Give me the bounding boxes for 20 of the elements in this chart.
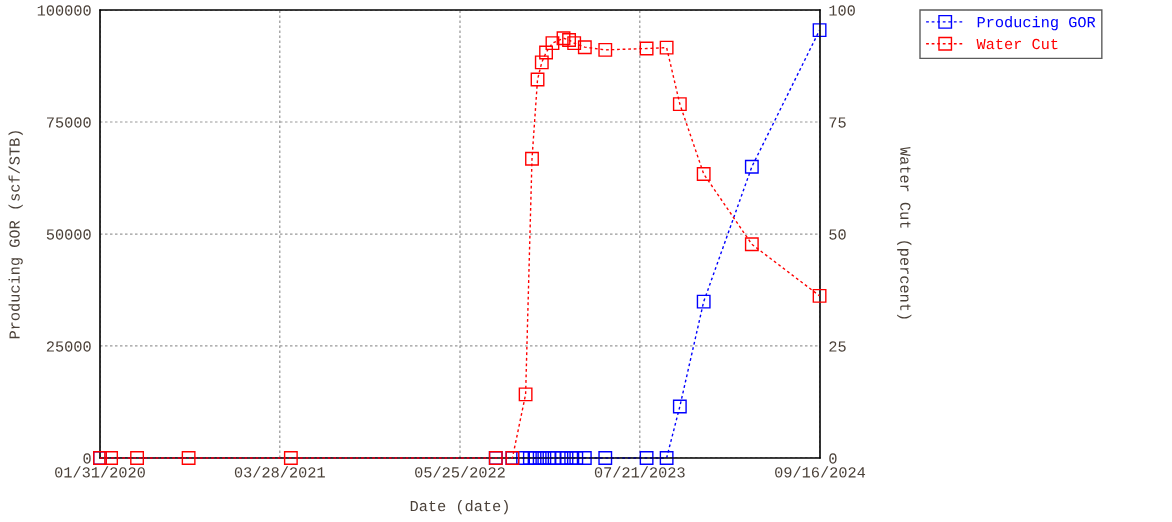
- x-tick-label: 09/16/2024: [775, 466, 866, 478]
- y-axis-title: Producing GOR (scf/STB): [8, 131, 23, 339]
- y2-tick-label: 100: [829, 5, 855, 16]
- x-tick-label: 07/21/2023: [594, 466, 685, 478]
- y2-tick-label: 25: [829, 341, 846, 352]
- y2-tick-label: 0: [829, 453, 837, 464]
- y2-tick-label: 50: [829, 229, 846, 240]
- x-tick-label: 01/31/2020: [55, 466, 145, 478]
- x-axis-title: Date (date): [410, 500, 508, 515]
- legend-label: Producing GOR: [977, 16, 1096, 31]
- y-tick-label: 75000: [47, 117, 91, 128]
- x-tick-label: 03/28/2021: [234, 466, 325, 478]
- x-tick-label: 05/25/2022: [415, 466, 505, 478]
- y-tick-label: 50000: [46, 229, 91, 240]
- y2-axis-title: Water Cut (percent): [897, 146, 912, 319]
- y2-tick-label: 75: [829, 117, 846, 128]
- y-tick-label: 0: [83, 453, 91, 464]
- y-tick-label: 25000: [46, 341, 91, 352]
- legend-label: Water Cut: [976, 38, 1058, 50]
- y-tick-label: 100000: [37, 5, 91, 16]
